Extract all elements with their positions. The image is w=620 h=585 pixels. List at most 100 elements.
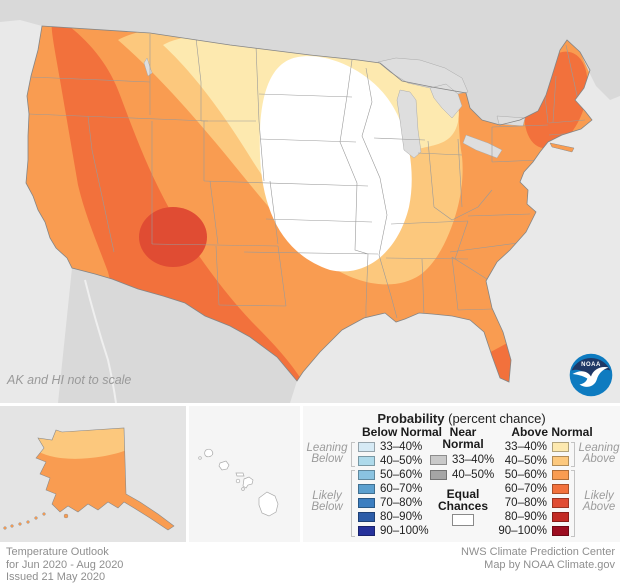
legend-row-below: 50–60% [358, 469, 422, 481]
scale-note: AK and HI not to scale [7, 373, 132, 387]
canada-landmass [0, 0, 620, 125]
legend-range-label: 40–50% [504, 455, 547, 467]
equal-chances-swatch [452, 514, 474, 526]
aleutian-islands [3, 512, 69, 530]
footer-issued: Issued 21 May 2020 [6, 571, 106, 583]
footer-issuance-info: Temperature Outlook for Jun 2020 - Aug 2… [6, 546, 123, 584]
legend-row-below: 40–50% [358, 455, 422, 467]
legend-row-above: 33–40% [493, 441, 569, 453]
footer-credits: NWS Climate Prediction Center Map by NOA… [461, 546, 615, 571]
gulf-of-california [84, 279, 117, 404]
legend-range-label: 80–90% [504, 511, 547, 523]
legend-range-label: 33–40% [452, 454, 495, 466]
noaa-logo-text: NOAA [581, 362, 601, 368]
alaska-band-40-50 [36, 428, 132, 459]
bracket-likely-above [571, 470, 575, 537]
leaning-above-label: Above [582, 453, 616, 465]
above-normal-header: Above Normal [511, 425, 593, 439]
legend-swatch [358, 498, 375, 508]
great-lakes [143, 57, 526, 159]
below-normal-header: Below Normal [361, 425, 442, 439]
bracket-likely-below [351, 470, 355, 537]
equal-chances-label-1: Equal [446, 487, 480, 501]
legend-row-near: 40–50% [430, 469, 494, 481]
bracket-leaning-above [571, 442, 575, 467]
leaning-below-label: Below [311, 453, 343, 465]
legend-range-label: 50–60% [380, 469, 423, 481]
legend-row-below: 70–80% [358, 497, 422, 509]
near-normal-header-1: Near [449, 425, 477, 439]
alaska-inset [0, 406, 186, 542]
legend-range-label: 90–100% [380, 525, 429, 537]
legend-title-rest: (percent chance) [444, 411, 546, 426]
legend-swatch [552, 512, 569, 522]
legend-swatch [552, 484, 569, 494]
mexico-landmass [58, 268, 297, 403]
noaa-logo-sky [571, 357, 611, 379]
legend-swatch [358, 456, 375, 466]
legend-swatch [552, 470, 569, 480]
legend-row-below: 33–40% [358, 441, 422, 453]
legend-range-label: 40–50% [452, 469, 495, 481]
legend-range-label: 60–70% [504, 483, 547, 495]
legend-swatch [358, 512, 375, 522]
legend-range-label: 40–50% [380, 455, 423, 467]
leaning-below-label: Leaning [306, 442, 348, 454]
legend-row-below: 90–100% [358, 525, 429, 537]
legend-row-above: 60–70% [493, 483, 569, 495]
noaa-gull-icon [572, 366, 609, 387]
legend-swatch [552, 526, 569, 536]
legend-range-label: 70–80% [504, 497, 547, 509]
legend-swatch [358, 442, 375, 452]
conus-outline [25, 25, 593, 383]
noaa-logo: NOAA [569, 353, 613, 397]
likely-below-label: Below [311, 501, 343, 513]
legend-row-above: 70–80% [493, 497, 569, 509]
footer-period: for Jun 2020 - Aug 2020 [6, 558, 124, 571]
legend-swatch [552, 442, 569, 452]
bracket-leaning-below [351, 442, 355, 467]
likely-above-label: Above [582, 501, 616, 513]
legend-title-bold: Probability [377, 411, 445, 426]
alaska-outline [35, 427, 175, 531]
legend-range-label: 50–60% [504, 469, 547, 481]
legend-row-above: 50–60% [493, 469, 569, 481]
legend-title: Probability (percent chance) [303, 411, 620, 426]
legend-range-label: 70–80% [380, 497, 423, 509]
hawaii-inset [189, 406, 300, 542]
probability-legend: Probability (percent chance) Below Norma… [303, 406, 620, 542]
legend-range-label: 80–90% [380, 511, 423, 523]
equal-chances-region [259, 56, 412, 272]
legend-row-above: 40–50% [493, 455, 569, 467]
hawaiian-islands [198, 448, 279, 517]
band-70-80-four-corners [139, 207, 207, 267]
near-normal-header-2: Normal [442, 437, 484, 451]
legend-range-label: 33–40% [504, 441, 547, 453]
state-borders [28, 34, 586, 336]
legend-row-above: 90–100% [493, 525, 569, 537]
conus-map [0, 0, 620, 404]
legend-swatch [430, 470, 447, 480]
legend-swatch [358, 526, 375, 536]
legend-range-label: 60–70% [380, 483, 423, 495]
legend-range-label: 90–100% [498, 525, 547, 537]
conus-map-area: AK and HI not to scale NOAA [0, 0, 620, 404]
legend-swatch [430, 455, 447, 465]
legend-row-below: 80–90% [358, 511, 422, 523]
long-island [549, 142, 575, 153]
band-60-70-west [51, 26, 312, 382]
likely-above-label: Likely [584, 490, 614, 502]
legend-range-label: 33–40% [380, 441, 423, 453]
legend-row-below: 60–70% [358, 483, 422, 495]
likely-below-label: Likely [312, 490, 342, 502]
footer-title: Temperature Outlook [6, 546, 109, 558]
footer-map-credit: Map by NOAA Climate.gov [484, 558, 615, 571]
footer-source: NWS Climate Prediction Center [460, 546, 615, 558]
legend-swatch [552, 456, 569, 466]
legend-row-near: 33–40% [430, 454, 494, 466]
legend-swatch [358, 484, 375, 494]
leaning-above-label: Leaning [578, 442, 620, 454]
legend-row-above: 80–90% [493, 511, 569, 523]
legend-swatch [358, 470, 375, 480]
